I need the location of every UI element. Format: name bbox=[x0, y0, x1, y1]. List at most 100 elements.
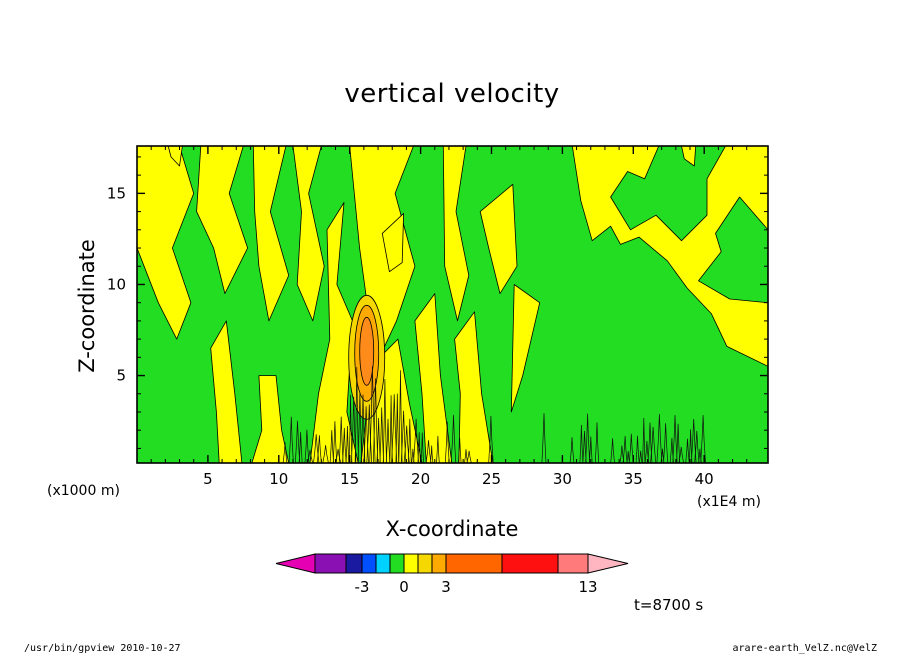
contour-band-8 bbox=[349, 146, 416, 358]
colorbar-swatch bbox=[345, 553, 363, 574]
turbulent-contour bbox=[338, 416, 344, 463]
x-axis-label: X-coordinate bbox=[386, 517, 519, 541]
x-tick-label: 40 bbox=[695, 470, 714, 488]
contour-field bbox=[137, 146, 768, 463]
colorbar-label: 13 bbox=[578, 578, 597, 596]
x-tick-label: 5 bbox=[203, 470, 213, 488]
contour-band-15 bbox=[571, 146, 768, 367]
turbulent-contour bbox=[594, 422, 600, 463]
colorbar-label: -3 bbox=[355, 578, 370, 596]
turbulent-contour bbox=[685, 438, 690, 463]
turbulent-contour bbox=[466, 450, 472, 463]
contour-band-14 bbox=[510, 284, 541, 413]
turbulent-contour bbox=[660, 448, 665, 463]
turbulent-contour bbox=[357, 392, 363, 463]
colorbar-swatch bbox=[314, 553, 347, 574]
y-tick-label: 15 bbox=[107, 184, 126, 202]
turbulent-contour bbox=[464, 449, 468, 463]
turbulent-contour bbox=[700, 415, 706, 463]
y-tick-label: 5 bbox=[116, 367, 126, 385]
colorbar-swatch bbox=[375, 553, 391, 574]
turbulent-contour bbox=[626, 450, 630, 463]
turbulent-contour bbox=[690, 418, 697, 463]
turbulent-contour bbox=[444, 421, 450, 463]
colorbar-arrow-right bbox=[587, 553, 629, 574]
turbulent-contour bbox=[398, 370, 403, 463]
colorbar-label: 3 bbox=[441, 578, 451, 596]
colorbar-swatch bbox=[417, 553, 433, 574]
y-tick-label: 10 bbox=[107, 275, 126, 293]
footer-left: /usr/bin/gpview 2010-10-27 bbox=[24, 643, 181, 654]
axes: 5 10 15 20 25 30 35 40 5 10 15 bbox=[107, 146, 768, 488]
contour-band-4 bbox=[252, 146, 290, 322]
turbulent-contour bbox=[322, 445, 329, 463]
turbulent-contour bbox=[650, 426, 657, 463]
plot-area bbox=[137, 146, 768, 463]
turbulent-contour bbox=[304, 429, 310, 463]
y-unit-label: (x1000 m) bbox=[47, 483, 120, 499]
turbulent-contour bbox=[647, 422, 653, 463]
x-tick-label: 35 bbox=[624, 470, 643, 488]
turbulent-contour bbox=[672, 415, 678, 463]
turbulent-contour bbox=[582, 430, 587, 463]
turbulent-contour bbox=[389, 395, 393, 463]
contour-band-5 bbox=[292, 146, 325, 322]
contour-band-10 bbox=[414, 293, 453, 463]
x-tick-label: 25 bbox=[482, 470, 501, 488]
turbulent-contour bbox=[282, 442, 288, 463]
colorbar: -3 0 3 13 bbox=[275, 553, 629, 596]
x-tick-label: 15 bbox=[340, 470, 359, 488]
plot-frame bbox=[136, 145, 769, 464]
turbulent-contour bbox=[417, 432, 421, 463]
turbulent-contour bbox=[669, 437, 674, 463]
turbulent-contour bbox=[663, 423, 669, 463]
turbulent-contour bbox=[354, 367, 359, 463]
turbulent-contour bbox=[298, 432, 303, 463]
contour-band-11 bbox=[442, 146, 470, 322]
time-label: t=8700 s bbox=[634, 596, 703, 614]
turbulent-contour bbox=[644, 440, 650, 463]
turbulent-contours bbox=[282, 366, 706, 463]
turbulent-contour bbox=[425, 440, 432, 463]
x-tick-label: 30 bbox=[553, 470, 572, 488]
turbulent-contour bbox=[294, 420, 301, 463]
turbulent-contour bbox=[656, 414, 663, 463]
turbulent-contour bbox=[420, 432, 424, 463]
chart-title: vertical velocity bbox=[344, 79, 559, 109]
colorbar-swatch bbox=[431, 553, 447, 574]
colorbar-swatch bbox=[361, 553, 377, 574]
turbulent-contour bbox=[635, 435, 640, 463]
turbulent-contour bbox=[541, 413, 547, 463]
turbulent-contour bbox=[348, 394, 353, 463]
turbulent-contour bbox=[351, 396, 357, 463]
x-tick-label: 20 bbox=[411, 470, 430, 488]
footer-right: arare-earth_VelZ.nc@VelZ bbox=[733, 643, 878, 654]
turbulent-contour bbox=[407, 418, 412, 463]
updraft-core bbox=[359, 316, 375, 386]
turbulent-contour bbox=[430, 445, 434, 463]
turbulent-contour bbox=[382, 378, 387, 463]
turbulent-contour bbox=[395, 393, 400, 463]
turbulent-contour bbox=[288, 416, 294, 463]
turbulent-contour bbox=[585, 413, 591, 463]
colorbar-swatch bbox=[501, 553, 559, 574]
turbulent-contour bbox=[372, 378, 379, 463]
turbulent-contour bbox=[610, 438, 615, 463]
colorbar-swatch bbox=[389, 553, 405, 574]
turbulent-contour bbox=[619, 445, 625, 463]
turbulent-contour bbox=[688, 429, 693, 463]
colorbar-label: 0 bbox=[399, 578, 409, 596]
turbulent-contour bbox=[403, 425, 410, 463]
turbulent-contour bbox=[678, 446, 684, 463]
colorbar-swatch bbox=[557, 553, 589, 574]
turbulent-contour bbox=[436, 435, 440, 463]
turbulent-contour bbox=[391, 394, 398, 463]
contour-band-0 bbox=[137, 146, 195, 340]
turbulent-contour bbox=[400, 410, 407, 463]
turbulent-contour bbox=[345, 425, 350, 463]
turbulent-contour bbox=[342, 427, 347, 463]
x-tick-label: 10 bbox=[269, 470, 288, 488]
turbulent-contour bbox=[360, 394, 366, 463]
contour-band-1 bbox=[196, 146, 248, 294]
